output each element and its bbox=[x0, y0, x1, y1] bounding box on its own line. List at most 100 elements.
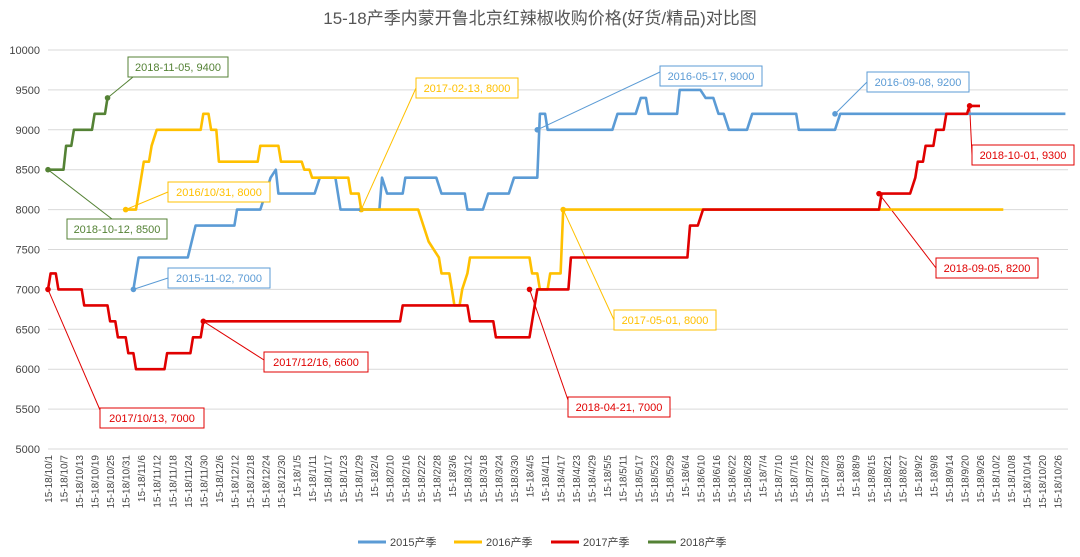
annotation-leader bbox=[537, 71, 661, 131]
x-tick-label: 15-18/10/2 bbox=[992, 455, 1003, 503]
annotation-box bbox=[971, 144, 1075, 166]
legend-label: 2018产季 bbox=[680, 535, 726, 549]
annotation-box bbox=[415, 77, 519, 99]
annotation-leader bbox=[203, 320, 265, 361]
annotation-label: 2016-09-08, 9200 bbox=[875, 77, 962, 89]
x-tick-label: 15-18/10/20 bbox=[1038, 455, 1049, 509]
annotation-leader bbox=[529, 289, 569, 401]
x-tick-label: 15-18/11/18 bbox=[168, 455, 179, 508]
annotation-label: 2016-05-17, 9000 bbox=[668, 71, 755, 83]
x-tick-label: 15-18/3/6 bbox=[448, 455, 459, 498]
x-tick-label: 15-18/10/13 bbox=[75, 455, 86, 509]
x-tick-label: 15-18/2/22 bbox=[417, 455, 428, 503]
x-tick-label: 15-18/12/12 bbox=[230, 455, 241, 509]
x-tick-label: 15-18/3/12 bbox=[463, 455, 474, 503]
annotation-leader bbox=[834, 81, 868, 115]
annotation-leader bbox=[107, 76, 134, 99]
x-tick-label: 15-18/3/18 bbox=[479, 455, 490, 503]
x-tick-label: 15-18/1/11 bbox=[308, 455, 319, 503]
x-tick-label: 15-18/7/16 bbox=[790, 455, 801, 503]
x-tick-label: 15-18/10/8 bbox=[1007, 455, 1018, 503]
x-tick-label: 15-18/10/1 bbox=[44, 455, 55, 503]
annotation-leader bbox=[125, 191, 169, 211]
y-tick-label: 5000 bbox=[16, 444, 40, 456]
annotation-label: 2016/10/31, 8000 bbox=[176, 187, 262, 199]
y-tick-label: 10000 bbox=[9, 45, 40, 57]
x-tick-label: 15-18/8/21 bbox=[883, 455, 894, 503]
data-point bbox=[832, 111, 838, 117]
annotation-box bbox=[866, 71, 970, 93]
x-tick-label: 15-18/11/24 bbox=[184, 455, 195, 508]
annotation-label: 2015-11-02, 7000 bbox=[176, 273, 262, 285]
x-tick-label: 15-18/4/11 bbox=[541, 455, 552, 503]
x-tick-label: 15-18/7/22 bbox=[805, 455, 816, 503]
data-point bbox=[122, 206, 129, 213]
x-tick-label: 15-18/8/15 bbox=[867, 455, 878, 503]
x-tick-label: 15-18/6/28 bbox=[743, 455, 754, 503]
y-tick-label: 6000 bbox=[16, 364, 40, 376]
x-tick-label: 15-18/5/11 bbox=[619, 455, 630, 503]
annotation-box bbox=[66, 218, 168, 240]
x-tick-label: 15-18/5/5 bbox=[603, 455, 614, 498]
annotation-box bbox=[659, 65, 763, 87]
annotation-box bbox=[127, 56, 229, 78]
x-tick-label: 15-18/1/5 bbox=[293, 455, 304, 498]
y-tick-label: 9000 bbox=[16, 125, 40, 137]
y-tick-label: 5500 bbox=[16, 404, 40, 416]
legend-label: 2017产季 bbox=[583, 535, 629, 549]
x-tick-label: 15-18/12/18 bbox=[246, 455, 257, 509]
x-tick-label: 15-18/3/30 bbox=[510, 455, 521, 503]
x-tick-label: 15-18/10/14 bbox=[1023, 455, 1034, 509]
x-tick-label: 15-18/11/6 bbox=[137, 455, 148, 503]
y-tick-label: 8500 bbox=[16, 165, 40, 177]
annotation-label: 2018-10-01, 9300 bbox=[980, 150, 1067, 162]
x-tick-label: 15-18/2/28 bbox=[432, 455, 443, 503]
y-tick-label: 7000 bbox=[16, 284, 40, 296]
annotation-box bbox=[567, 396, 671, 418]
series-line-2016 bbox=[125, 112, 1004, 307]
x-tick-label: 15-18/2/10 bbox=[386, 455, 397, 503]
legend-label: 2015产季 bbox=[390, 535, 436, 549]
x-tick-label: 15-18/5/23 bbox=[650, 455, 661, 503]
annotation-box bbox=[935, 257, 1039, 279]
x-tick-label: 15-18/9/14 bbox=[945, 455, 956, 503]
x-tick-label: 15-18/9/20 bbox=[960, 455, 971, 503]
annotation-box bbox=[613, 309, 717, 331]
x-tick-label: 15-18/4/23 bbox=[572, 455, 583, 503]
x-tick-label: 15-18/1/17 bbox=[324, 455, 335, 503]
annotation-leader bbox=[360, 87, 417, 210]
y-tick-label: 9500 bbox=[16, 85, 40, 97]
x-tick-label: 15-18/6/4 bbox=[681, 455, 692, 498]
x-tick-label: 15-18/4/5 bbox=[526, 455, 537, 498]
annotation-box bbox=[263, 351, 369, 373]
x-tick-label: 15-18/4/17 bbox=[557, 455, 568, 503]
annotation-label: 2018-11-05, 9400 bbox=[135, 62, 221, 74]
x-tick-label: 15-18/8/27 bbox=[898, 455, 909, 503]
x-tick-label: 15-18/10/31 bbox=[122, 455, 133, 509]
x-tick-label: 15-18/8/3 bbox=[836, 455, 847, 498]
x-tick-label: 15-18/10/19 bbox=[91, 455, 102, 509]
annotation-leader bbox=[47, 169, 113, 220]
annotation-label: 2017/10/13, 7000 bbox=[109, 413, 195, 425]
x-tick-label: 15-18/8/9 bbox=[852, 455, 863, 498]
x-tick-label: 15-18/1/29 bbox=[355, 455, 366, 503]
y-tick-label: 6500 bbox=[16, 324, 40, 336]
annotation-label: 2017-05-01, 8000 bbox=[622, 315, 709, 327]
x-tick-label: 15-18/5/29 bbox=[665, 455, 676, 503]
x-tick-label: 15-18/2/4 bbox=[370, 455, 381, 498]
x-tick-label: 15-18/7/28 bbox=[821, 455, 832, 503]
x-tick-label: 15-18/9/2 bbox=[914, 455, 925, 498]
annotation-box bbox=[167, 267, 271, 289]
series-line-2018 bbox=[48, 97, 109, 171]
x-tick-label: 15-18/1/23 bbox=[339, 455, 350, 503]
chart-title: 15-18产季内蒙开鲁北京红辣椒收购价格(好货/精品)对比图 bbox=[323, 9, 757, 28]
x-tick-label: 15-18/6/22 bbox=[727, 455, 738, 503]
x-tick-label: 15-18/4/29 bbox=[588, 455, 599, 503]
x-tick-label: 15-18/3/24 bbox=[494, 455, 505, 503]
legend-label: 2016产季 bbox=[486, 535, 532, 549]
x-tick-label: 15-18/11/12 bbox=[153, 455, 164, 508]
x-tick-label: 15-18/12/30 bbox=[277, 455, 288, 509]
x-tick-label: 15-18/10/25 bbox=[106, 455, 117, 509]
